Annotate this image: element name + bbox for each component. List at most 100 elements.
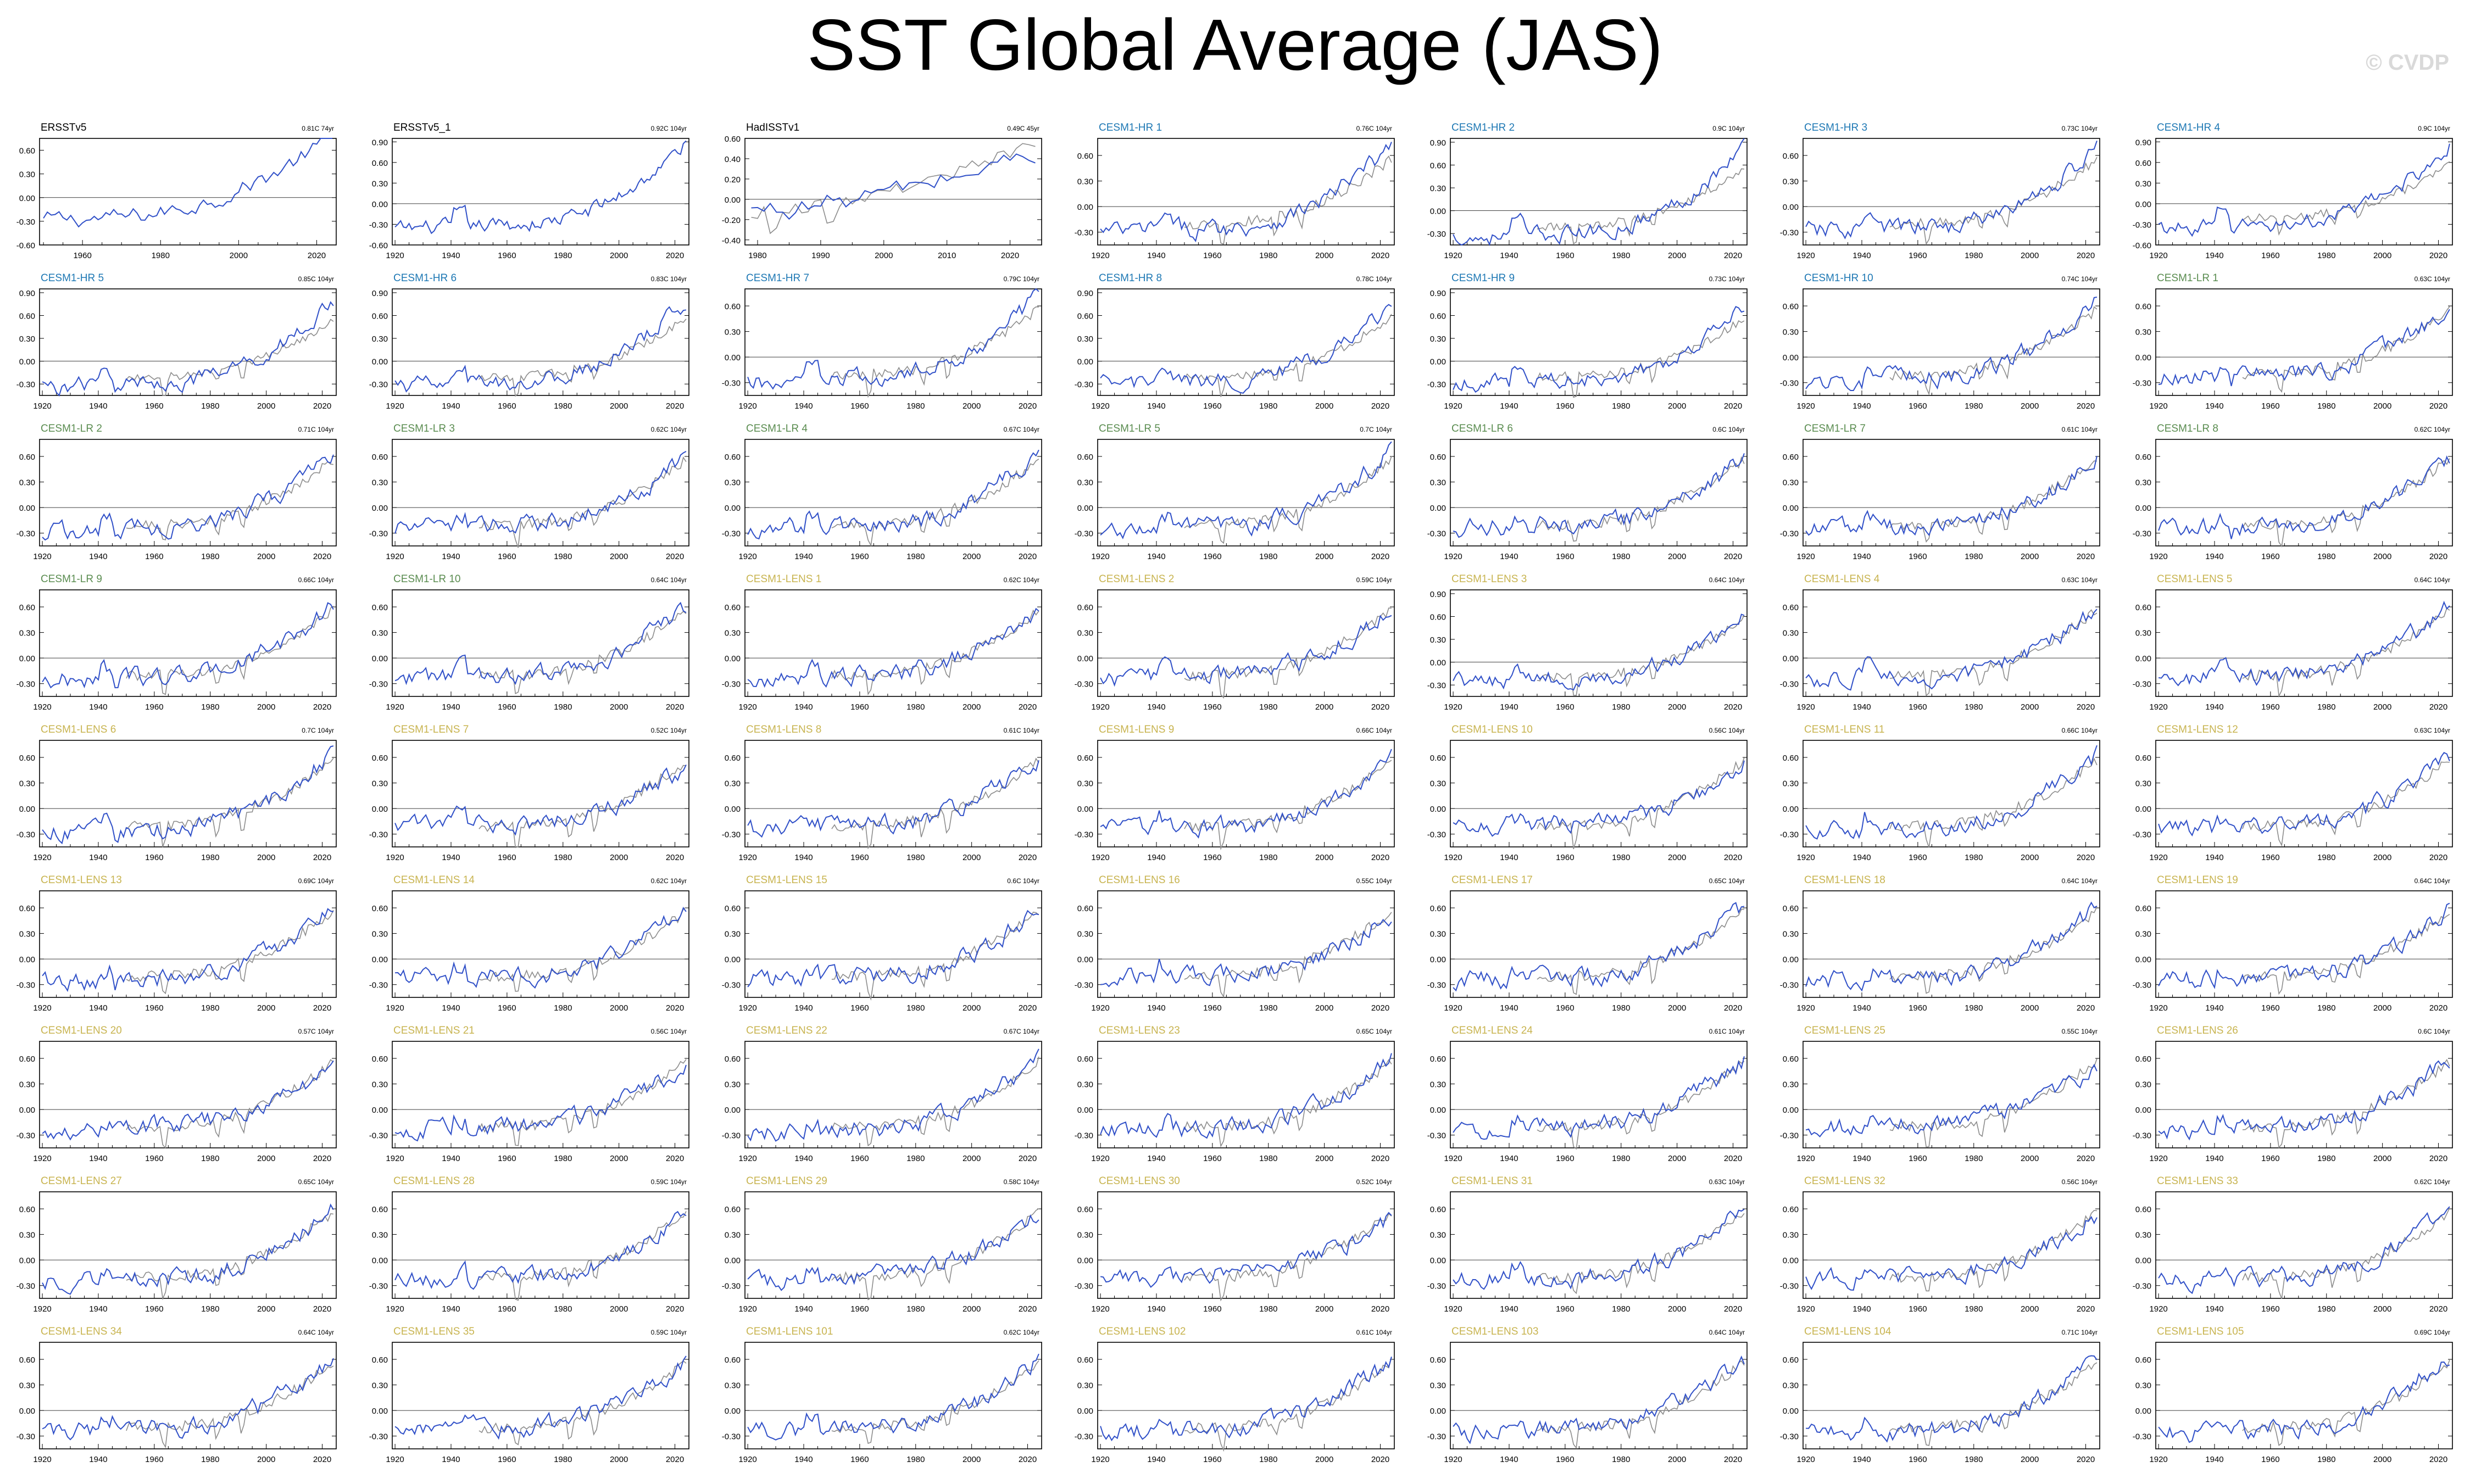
obs-overlay-line (1889, 757, 2098, 848)
x-tick-label: 1940 (1852, 702, 1871, 712)
x-tick-label: 2000 (1315, 702, 1333, 712)
y-tick-label: 0.30 (1783, 177, 1799, 187)
x-tick-label: 1980 (1965, 1003, 1983, 1013)
panel-frame (39, 288, 337, 396)
panel-trend: 0.69C 104yr (2415, 1329, 2450, 1336)
x-tick-label: 1940 (442, 251, 460, 260)
panel-32: CESM1-LENS 10 0.56C 104yr 0.60 0.30 0.00 -0.3… (1427, 724, 1748, 862)
obs-overlay-line (2242, 306, 2450, 393)
panel-frame (1450, 439, 1748, 546)
obs-overlay-line (479, 1360, 687, 1446)
panel-trend: 0.64C 104yr (298, 1329, 334, 1336)
obs-overlay-line (479, 1059, 687, 1146)
y-tick-label: 0.60 (1077, 904, 1093, 913)
y-tick-label: 0.90 (19, 289, 35, 298)
obs-overlay-line (2242, 161, 2450, 236)
y-tick-label: 0.00 (1077, 955, 1093, 964)
y-tick-label: -0.30 (1427, 1432, 1446, 1442)
y-tick-label: 0.60 (1077, 312, 1093, 321)
series-line (2158, 455, 2450, 539)
series-line (2158, 143, 2450, 237)
panel-label: CESM1-HR 1 (1099, 122, 1162, 133)
x-tick-label: 2020 (1019, 1304, 1037, 1314)
obs-overlay-line (1537, 168, 1744, 244)
x-tick-label: 2020 (1019, 1455, 1037, 1464)
x-tick-label: 1980 (554, 1455, 572, 1464)
y-tick-label: 0.00 (19, 358, 35, 367)
x-tick-label: 2020 (2077, 702, 2095, 712)
y-tick-label: 0.60 (372, 453, 388, 462)
x-tick-label: 1940 (1147, 1455, 1165, 1464)
y-tick-label: -0.30 (722, 1131, 741, 1141)
y-tick-label: 0.30 (1783, 629, 1799, 638)
x-tick-label: 1940 (442, 1304, 460, 1314)
x-tick-label: 2020 (666, 1154, 684, 1163)
x-tick-label: 2000 (610, 702, 628, 712)
panel-42: CESM1-LENS 20 0.57C 104yr 0.60 0.30 0.00 -0.3… (16, 1025, 337, 1163)
series-line (42, 908, 334, 992)
obs-overlay-line (831, 1056, 1039, 1147)
panel-1: ERSSTv5_1 0.92C 104yr 0.90 0.60 0.30 0.00 -0.3… (369, 122, 689, 260)
y-tick-label: 0.00 (725, 504, 741, 513)
panel-trend: 0.66C 104yr (1356, 727, 1392, 734)
x-tick-label: 2020 (313, 401, 331, 411)
panel-13: CESM1-LR 1 0.63C 104yr 0.60 0.30 0.00 -0.30 19… (2133, 272, 2453, 411)
y-tick-label: 0.00 (725, 196, 741, 205)
series-line (394, 601, 687, 685)
series-line (1805, 297, 2098, 391)
y-tick-label: 0.30 (372, 179, 388, 188)
panel-17: CESM1-LR 5 0.7C 104yr 0.60 0.30 0.00 -0.30 192… (1075, 423, 1395, 561)
panel-58: CESM1-LENS 101 0.62C 104yr 0.60 0.30 0.00 -0.… (722, 1326, 1042, 1464)
series-line (1453, 613, 1745, 691)
x-tick-label: 2020 (1371, 401, 1389, 411)
x-tick-label: 2000 (1315, 251, 1333, 260)
obs-overlay-line (479, 907, 687, 992)
y-tick-label: 0.60 (2135, 1205, 2151, 1214)
x-tick-label: 1980 (906, 552, 925, 561)
series-line (747, 910, 1039, 988)
panel-53: CESM1-LENS 31 0.63C 104yr 0.60 0.30 0.00 -0.3… (1427, 1175, 1748, 1314)
panel-trend: 0.73C 104yr (1709, 275, 1745, 283)
panel-label: CESM1-LENS 5 (2157, 573, 2232, 585)
x-tick-label: 2020 (2429, 1003, 2447, 1013)
y-tick-label: -0.30 (1427, 380, 1446, 389)
x-tick-label: 1980 (554, 1304, 572, 1314)
panel-frame (392, 288, 689, 396)
x-tick-label: 1940 (1852, 1455, 1871, 1464)
x-tick-label: 1940 (1147, 251, 1165, 260)
x-tick-label: 1960 (1556, 702, 1574, 712)
x-tick-label: 1920 (1444, 1304, 1462, 1314)
panel-trend: 0.62C 104yr (2415, 1178, 2450, 1186)
x-tick-label: 2000 (1315, 1455, 1333, 1464)
panel-frame (2155, 890, 2453, 998)
y-tick-label: 0.30 (2135, 629, 2151, 638)
y-tick-label: 0.30 (372, 1231, 388, 1240)
panel-62: CESM1-LENS 105 0.69C 104yr 0.60 0.30 0.00 -0.… (2133, 1326, 2453, 1464)
x-tick-label: 2000 (1668, 1455, 1686, 1464)
panel-label: CESM1-LENS 35 (393, 1326, 475, 1337)
y-tick-label: -0.30 (1780, 529, 1799, 539)
x-tick-label: 1940 (89, 1154, 107, 1163)
x-tick-label: 2020 (666, 251, 684, 260)
x-tick-label: 1980 (1965, 853, 1983, 862)
panel-trend: 0.6C 104yr (1712, 426, 1745, 433)
panel-label: CESM1-LENS 14 (393, 874, 475, 886)
panel-frame (392, 1041, 689, 1148)
x-tick-label: 1940 (1147, 853, 1165, 862)
obs-overlay-line (2242, 1359, 2450, 1447)
panel-label: CESM1-LENS 12 (2157, 724, 2238, 735)
x-tick-label: 1960 (1556, 1304, 1574, 1314)
y-tick-label: 0.60 (19, 1055, 35, 1064)
x-tick-label: 1940 (1500, 1003, 1518, 1013)
panel-29: CESM1-LENS 7 0.52C 104yr 0.60 0.30 0.00 -0.30… (369, 724, 689, 862)
x-tick-label: 2020 (1724, 1455, 1742, 1464)
series-line (1453, 1355, 1745, 1444)
y-tick-label: 0.90 (1430, 590, 1446, 599)
series-line (2158, 309, 2450, 387)
x-tick-label: 2020 (2429, 251, 2447, 260)
panel-frame (392, 589, 689, 697)
x-tick-label: 2000 (963, 702, 981, 712)
panel-label: CESM1-HR 2 (1451, 122, 1515, 133)
panel-trend: 0.59C 104yr (1356, 576, 1392, 584)
y-tick-label: 0.00 (372, 1407, 388, 1416)
